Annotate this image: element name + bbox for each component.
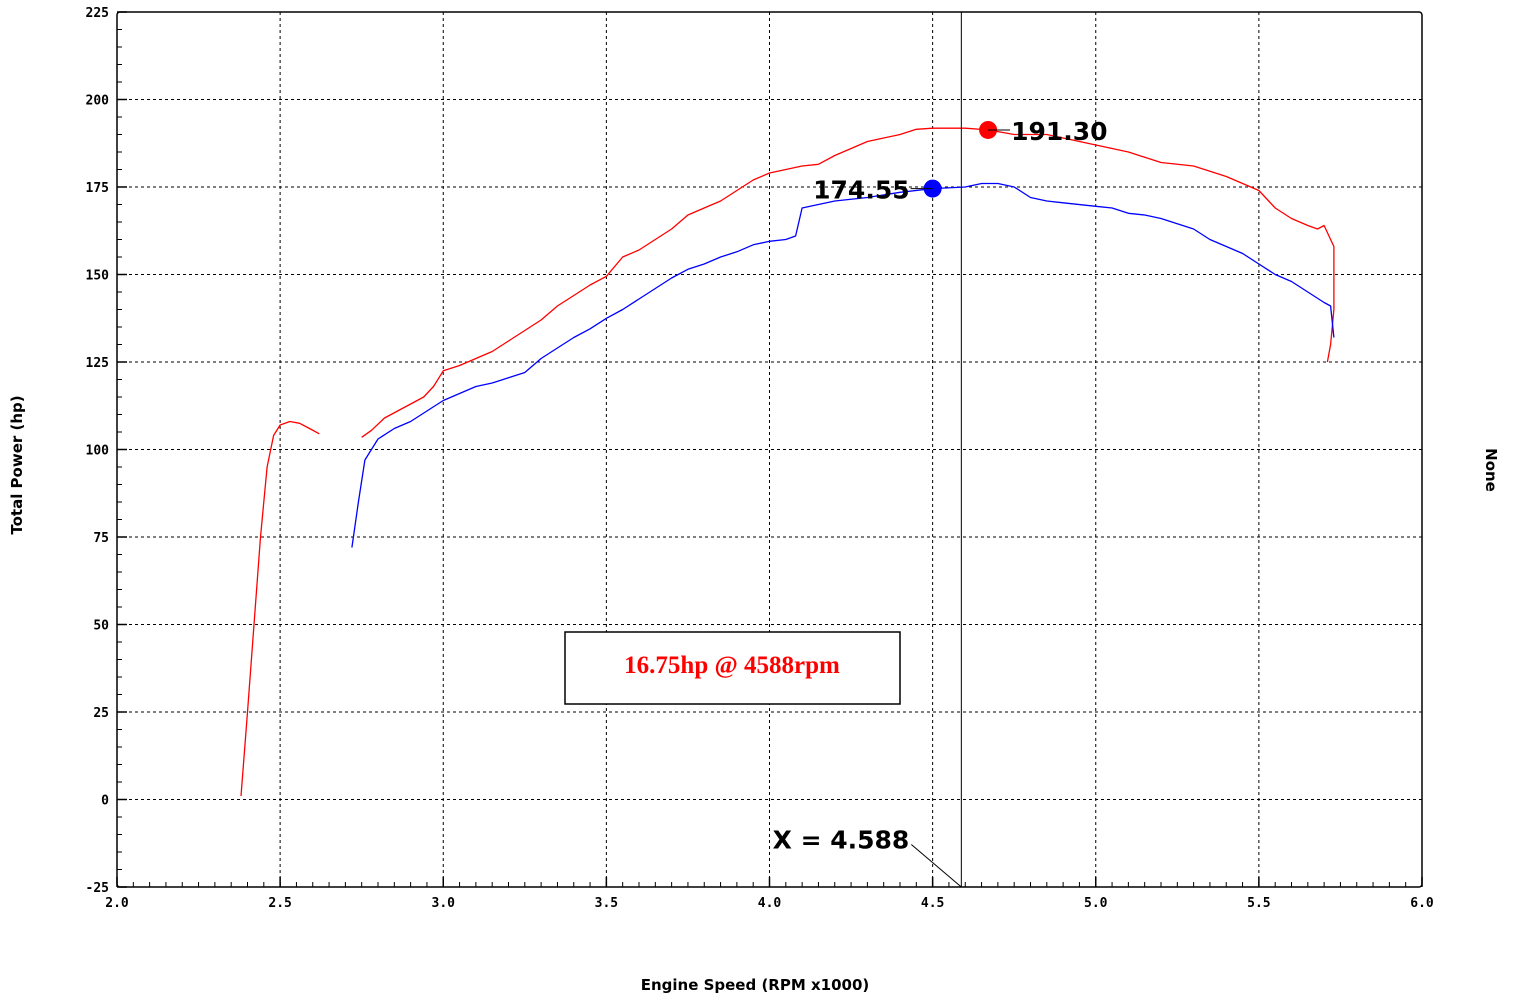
x-tick-label: 5.5 [1247,896,1270,911]
annotation-text: 16.75hp @ 4588rpm [624,652,840,679]
peak-label-2: 174.55 [813,176,909,205]
y-tick-labels: -25 0 25 50 75 100 125 150 175 200 225 [86,6,110,896]
y-tick-label: -25 [86,881,109,896]
series-line-1-segment-1 [240,420,320,797]
annotation-box: 16.75hp @ 4588rpm [564,631,901,705]
grid-lines [116,11,1423,888]
x-tick-label: 4.0 [758,896,782,911]
cursor-leader-line [911,844,962,888]
y-tick-label: 200 [86,94,110,109]
y-axis-title: Total Power (hp) [8,395,26,534]
series-group [240,127,1335,797]
y-tick-label: 75 [93,531,109,546]
y-tick-label: 225 [86,6,109,21]
y-tick-label: 0 [101,794,109,809]
x-tick-labels: 2.0 2.5 3.0 3.5 4.0 4.5 5.0 5.5 6.0 [105,896,1434,911]
x-tick-label: 3.0 [432,896,456,911]
x-axis-title: Engine Speed (RPM x1000) [641,976,870,994]
y-tick-label: 150 [86,269,110,284]
x-tick-label: 2.0 [105,896,129,911]
y-tick-label: 175 [86,181,109,196]
peak-label-1: 191.30 [1011,117,1107,146]
cursor-label: X = 4.588 [773,826,910,855]
x-tick-label: 2.5 [268,896,291,911]
x-tick-label: 3.5 [595,896,618,911]
series-line-2-segment-1 [351,182,1335,548]
y-tick-label: 25 [93,706,109,721]
plot-area [116,11,1423,888]
peak-markers: 191.30 174.55 [813,117,1107,205]
x-tick-label: 4.5 [921,896,944,911]
series-line-1-segment-2 [361,127,1335,438]
x-tick-label: 5.0 [1084,896,1108,911]
x-tick-label: 6.0 [1410,896,1434,911]
right-axis-title: None [1482,448,1500,492]
y-tick-label: 100 [86,444,110,459]
y-tick-label: 50 [93,619,109,634]
y-tick-label: 125 [86,356,109,371]
